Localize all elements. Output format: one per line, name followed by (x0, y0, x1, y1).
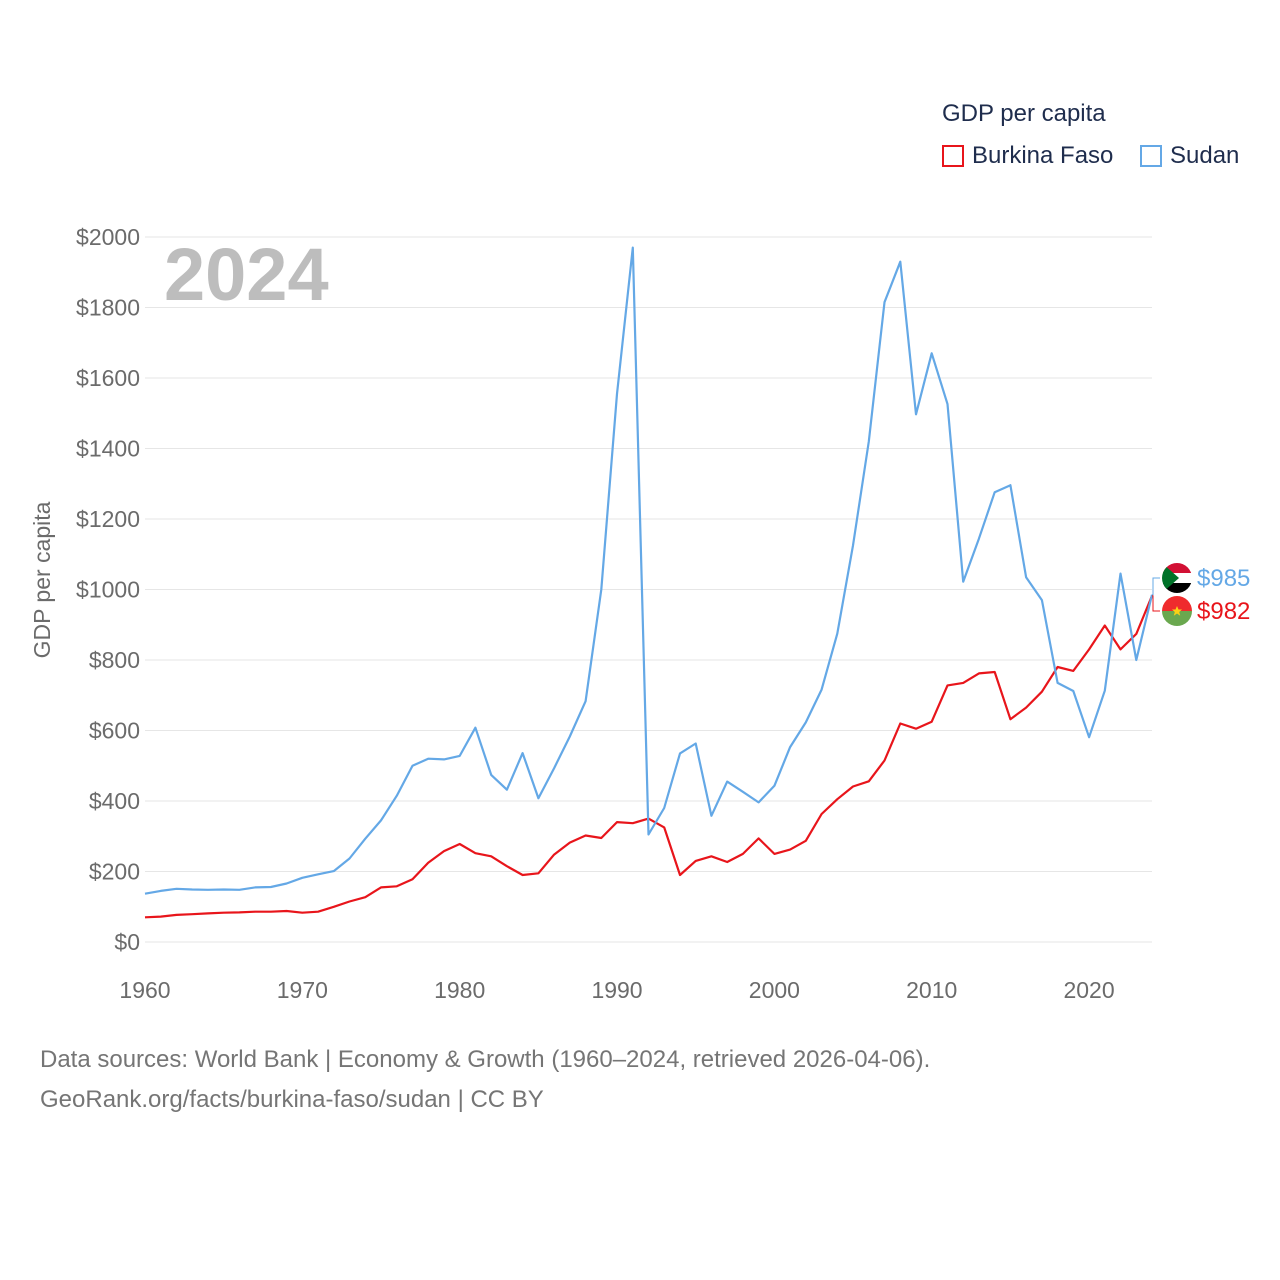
grid-lines (145, 236, 1152, 943)
end-value-label: $985 (1197, 565, 1250, 592)
y-axis-ticks: $0 $200 $400 $600 $800 $1000 $1200 $1400 $1600 $1… (76, 224, 140, 955)
burkina-faso-flag-icon (1162, 596, 1192, 626)
x-tick-label: 1960 (119, 977, 170, 1003)
legend-label-burkina-faso: Burkina Faso (972, 142, 1114, 169)
legend-label-sudan: Sudan (1170, 142, 1240, 169)
series-line-sudan (144, 246, 1154, 895)
y-tick-label: $800 (89, 647, 140, 673)
end-value-label: $982 (1197, 598, 1250, 625)
y-tick-label: $1600 (76, 365, 140, 391)
x-tick-label: 2020 (1063, 977, 1114, 1003)
series-lines (144, 246, 1154, 919)
x-tick-label: 1980 (434, 977, 485, 1003)
y-tick-label: $1800 (76, 295, 140, 321)
y-tick-label: $0 (114, 929, 140, 955)
end-markers: $985 $982 (1152, 563, 1250, 626)
year-watermark: 2024 (164, 233, 329, 316)
footer-sources: Data sources: World Bank | Economy & Gro… (40, 1046, 931, 1073)
x-tick-label: 2010 (906, 977, 957, 1003)
end-connector (1152, 577, 1160, 596)
y-tick-label: $1000 (76, 577, 140, 603)
end-connector (1152, 595, 1160, 612)
y-tick-label: $1200 (76, 506, 140, 532)
legend-swatch-sudan (1140, 145, 1162, 167)
y-tick-label: $400 (89, 788, 140, 814)
legend-item-sudan[interactable]: Sudan (1140, 142, 1239, 170)
x-tick-label: 2000 (749, 977, 800, 1003)
sudan-flag-icon (1162, 563, 1192, 593)
legend-item-burkina-faso[interactable]: Burkina Faso (942, 142, 1113, 170)
y-axis-label: GDP per capita (29, 501, 55, 658)
y-tick-label: $2000 (76, 224, 140, 250)
x-tick-label: 1970 (277, 977, 328, 1003)
legend-swatch-burkina-faso (942, 145, 964, 167)
y-tick-label: $600 (89, 718, 140, 744)
y-tick-label: $200 (89, 859, 140, 885)
y-tick-label: $1400 (76, 436, 140, 462)
x-tick-label: 1990 (591, 977, 642, 1003)
legend-title: GDP per capita (942, 100, 1106, 127)
footer-attribution[interactable]: GeoRank.org/facts/burkina-faso/sudan | C… (40, 1086, 544, 1113)
series-line-burkina-faso (144, 595, 1154, 919)
x-axis-ticks: 1960 1970 1980 1990 2000 2010 2020 (119, 977, 1114, 1003)
